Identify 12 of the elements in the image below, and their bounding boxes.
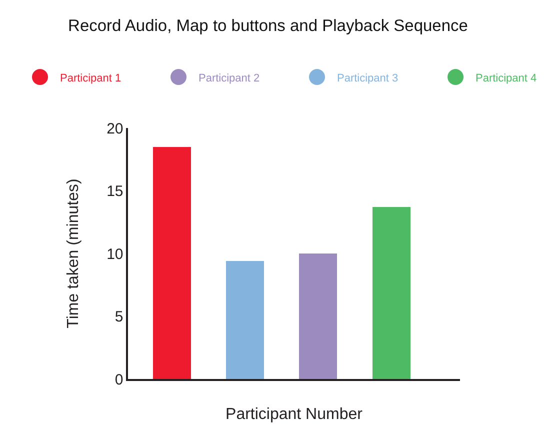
legend-label: Participant 2: [198, 72, 260, 84]
y-tick-label: 15: [106, 183, 124, 200]
legend-label: Participant 3: [337, 72, 398, 84]
y-axis-title: Time taken (minutes): [64, 178, 82, 328]
y-tick-label: 5: [114, 308, 124, 326]
chart-title: Record Audio, Map to buttons and Playback Sequence: [68, 16, 468, 35]
x-axis-title: Participant Number: [226, 406, 364, 423]
y-tick-label: 20: [106, 120, 124, 138]
legend-label: Participant 4: [476, 72, 537, 84]
y-tick-label: 0: [114, 371, 124, 388]
legend-label: Participant 1: [60, 72, 122, 84]
y-tick-label: 10: [106, 246, 124, 263]
